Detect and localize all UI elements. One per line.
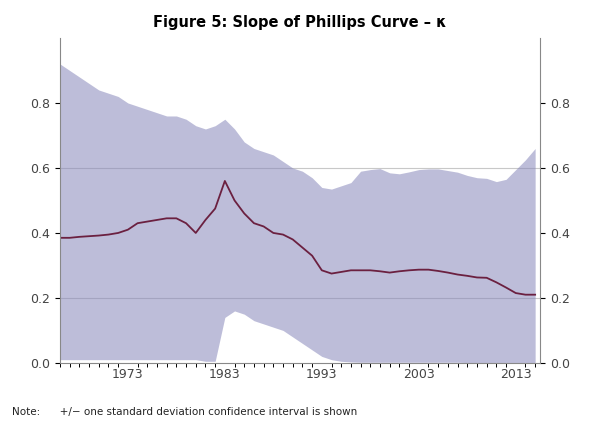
Text: Note:      +/− one standard deviation confidence interval is shown: Note: +/− one standard deviation confide… xyxy=(12,407,357,417)
Title: Figure 5: Slope of Phillips Curve – κ: Figure 5: Slope of Phillips Curve – κ xyxy=(153,15,447,30)
